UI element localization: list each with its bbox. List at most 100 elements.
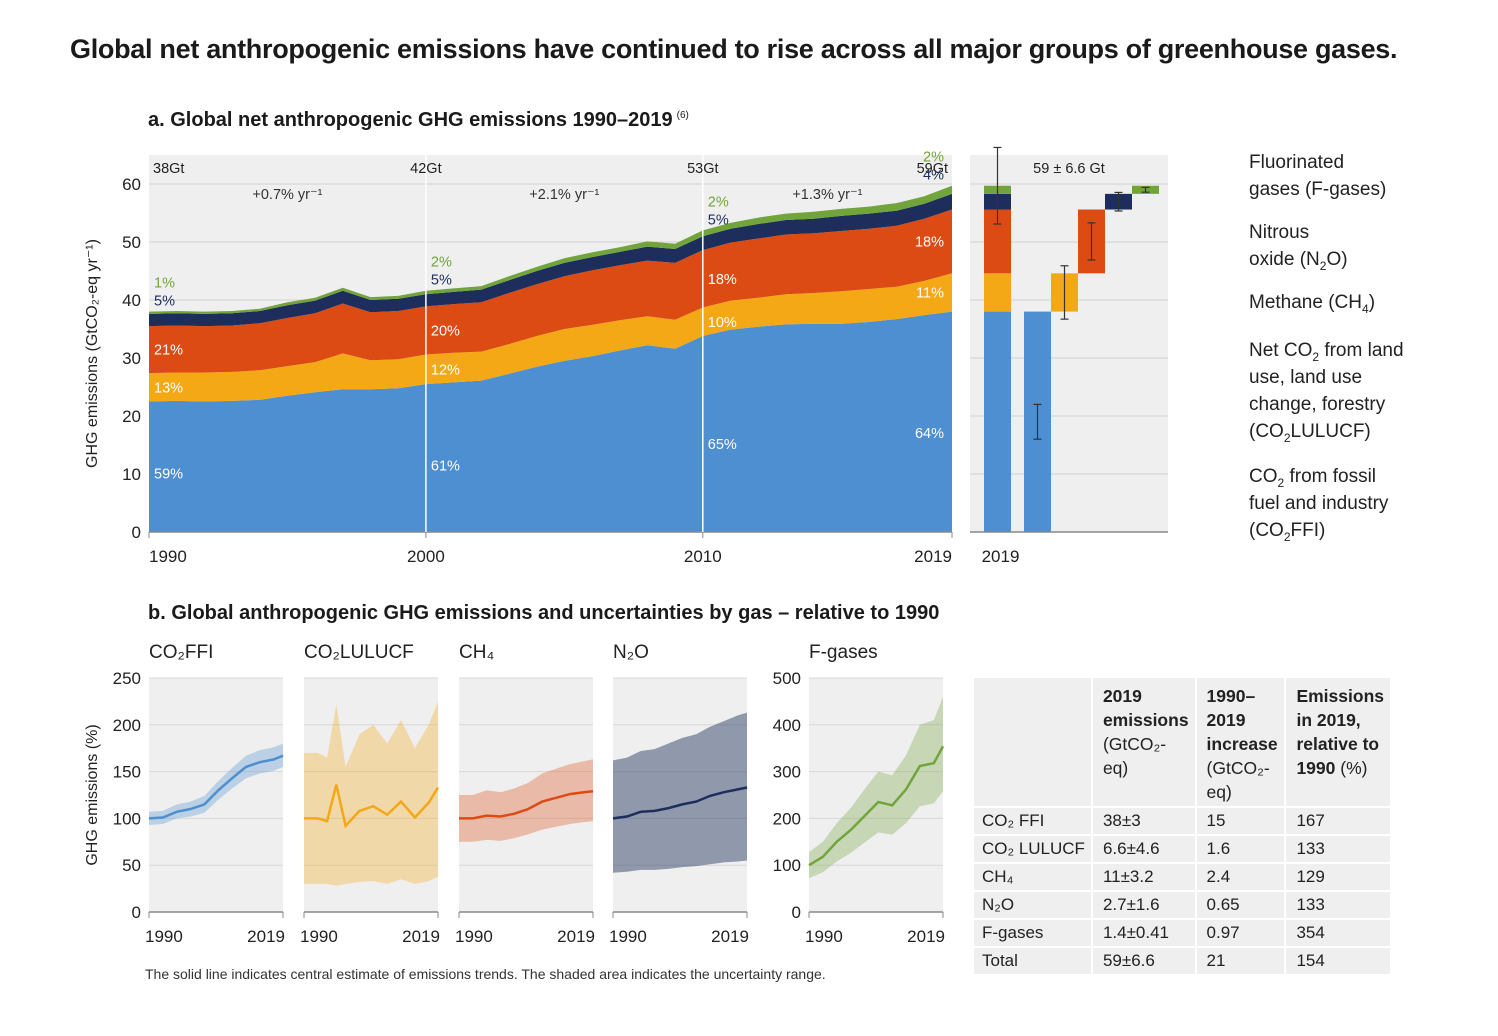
uncertainty-band-ch4 bbox=[459, 759, 593, 842]
uncertainty-band-n2o bbox=[613, 712, 747, 873]
period-total-label: 59Gt bbox=[917, 161, 948, 177]
central-line-ch4 bbox=[459, 790, 594, 820]
central-line-co2lulucf bbox=[304, 784, 440, 829]
share-label-fgas: 1% bbox=[154, 276, 175, 292]
table-cell: 154 bbox=[1284, 946, 1390, 974]
central-line-fgas bbox=[808, 745, 945, 867]
y-tick-label: 40 bbox=[122, 291, 141, 310]
share-label-co2ffi: 64% bbox=[915, 426, 944, 442]
total-bar-segment-co2ffi bbox=[984, 311, 1011, 532]
small-panel-title-fgas: F-gases bbox=[809, 642, 878, 663]
table-cell: 167 bbox=[1284, 806, 1390, 835]
y-tick-label: 50 bbox=[122, 233, 141, 252]
y-tick-label: 100 bbox=[113, 809, 141, 828]
share-label-n2o: 5% bbox=[431, 273, 452, 289]
uncertainty-band-fgas bbox=[809, 696, 943, 879]
table-header-2019: 2019 emissions (GtCO₂-eq) bbox=[1090, 678, 1196, 807]
area-n2o bbox=[149, 193, 952, 327]
y-tick-label: 200 bbox=[773, 809, 801, 828]
share-label-co2ffi: 65% bbox=[708, 437, 737, 453]
table-row-label: CO₂ LULUCF bbox=[974, 834, 1092, 863]
y-tick-label: 400 bbox=[773, 716, 801, 735]
y-tick-label: 0 bbox=[132, 523, 141, 542]
table-cell: 2.7±1.6 bbox=[1090, 890, 1196, 919]
table-cell: 2.4 bbox=[1194, 862, 1286, 891]
small-panel-title-co2ffi: CO₂FFI bbox=[149, 642, 213, 663]
x-tick-label: 1990 bbox=[300, 927, 338, 946]
x-tick-label: 2010 bbox=[684, 547, 722, 566]
table-row: CO₂ FFI 38±3 15 167 bbox=[974, 806, 1390, 835]
table-row: F-gases 1.4±0.41 0.97 354 bbox=[974, 918, 1390, 947]
legend-label-fgas: Fluorinated gases (F-gases) bbox=[1249, 152, 1387, 200]
legend-label-co2ffi: CO2 from fossil fuel and industry (CO2FFI) bbox=[1249, 466, 1389, 544]
y-tick-label: 50 bbox=[122, 856, 141, 875]
period-total-label: 42Gt bbox=[410, 161, 441, 177]
table-row: CO₂ LULUCF 6.6±4.6 1.6 133 bbox=[974, 834, 1390, 863]
x-tick-label: 2019 bbox=[247, 927, 285, 946]
small-panel-title-n2o: N₂O bbox=[613, 642, 649, 663]
waterfall-x-label: 2019 bbox=[982, 547, 1020, 566]
small-panel-background-fgas bbox=[809, 678, 943, 912]
table-cell: 6.6±4.6 bbox=[1090, 834, 1196, 863]
uncertainty-band-co2ffi bbox=[149, 743, 283, 825]
small-panel-title-co2lulucf: CO₂LULUCF bbox=[304, 642, 414, 663]
growth-rate-label: +0.7% yr⁻¹ bbox=[252, 187, 322, 203]
legend-item-co2ffi: CO2 from fossil fuel and industry (CO2FFI) bbox=[1184, 465, 1444, 543]
share-label-ch4: 18% bbox=[915, 234, 944, 250]
x-tick-label: 1990 bbox=[455, 927, 493, 946]
x-tick-label: 2019 bbox=[914, 547, 952, 566]
y-tick-label: 150 bbox=[113, 763, 141, 782]
emissions-table: 2019 emissions (GtCO₂-eq) 1990–2019 incre… bbox=[974, 678, 1390, 974]
table-cell: 59±6.6 bbox=[1090, 946, 1196, 974]
share-label-ch4: 18% bbox=[708, 272, 737, 288]
y-tick-label: 200 bbox=[113, 716, 141, 735]
share-label-n2o: 5% bbox=[708, 212, 729, 228]
x-tick-label: 2019 bbox=[711, 927, 749, 946]
y-tick-label: 300 bbox=[773, 763, 801, 782]
table-cell: 1.4±0.41 bbox=[1090, 918, 1196, 947]
legend-item-fgas: Fluorinated gases (F-gases) bbox=[1184, 151, 1444, 200]
table-cell: 1.6 bbox=[1194, 834, 1286, 863]
table-row-label: F-gases bbox=[974, 918, 1092, 947]
table-row: N₂O 2.7±1.6 0.65 133 bbox=[974, 890, 1390, 919]
table-row: Total 59±6.6 21 154 bbox=[974, 946, 1390, 974]
share-label-fgas: 2% bbox=[923, 150, 944, 166]
growth-rate-label: +2.1% yr⁻¹ bbox=[529, 187, 599, 203]
table-header-row: 2019 emissions (GtCO₂-eq) 1990–2019 incre… bbox=[974, 678, 1390, 807]
share-label-co2ffi: 61% bbox=[431, 458, 460, 474]
y-tick-label: 250 bbox=[113, 669, 141, 688]
legend-label-n2o: Nitrous oxide (N2O) bbox=[1249, 222, 1348, 273]
x-tick-label: 1990 bbox=[149, 547, 187, 566]
y-axis-label: GHG emissions (GtCO₂-eq yr⁻¹) bbox=[84, 239, 101, 468]
share-label-fgas: 2% bbox=[708, 194, 729, 210]
stacked-area-chart: 0 10 20 30 40 50 60 1990 2000 2010 2019 38Gt 42Gt 53G… bbox=[84, 150, 953, 566]
uncertainty-band-co2lulucf bbox=[304, 701, 438, 886]
y-axis-label: GHG emissions (%) bbox=[84, 724, 101, 865]
table-row: CH₄ 11±3.2 2.4 129 bbox=[974, 862, 1390, 891]
share-label-n2o: 5% bbox=[154, 294, 175, 310]
small-panel-title-ch4: CH₄ bbox=[459, 642, 494, 663]
central-line-co2ffi bbox=[148, 754, 284, 820]
share-label-n2o: 4% bbox=[923, 168, 944, 184]
share-label-co2lulucf: 10% bbox=[708, 315, 737, 331]
table-cell: 11±3.2 bbox=[1090, 862, 1196, 891]
area-co2ffi bbox=[149, 311, 952, 532]
panel-b-title: b. Global anthropogenic GHG emissions an… bbox=[148, 602, 940, 624]
table-cell: 133 bbox=[1284, 834, 1390, 863]
period-total-label: 53Gt bbox=[687, 161, 718, 177]
y-tick-label: 0 bbox=[792, 903, 801, 922]
share-label-co2lulucf: 12% bbox=[431, 362, 460, 378]
period-total-label: 38Gt bbox=[153, 161, 184, 177]
footnote: The solid line indicates central estimat… bbox=[145, 966, 826, 982]
table-row-label: CH₄ bbox=[974, 862, 1092, 891]
legend-item-co2lulucf: Net CO2 from land use, land use change, fo… bbox=[1184, 339, 1444, 444]
y-tick-label: 20 bbox=[122, 407, 141, 426]
table-row-label: Total bbox=[974, 946, 1092, 974]
y-tick-label: 60 bbox=[122, 175, 141, 194]
small-panel-background-co2lulucf bbox=[304, 678, 438, 912]
page-title: Global net anthropogenic emissions have … bbox=[70, 34, 1398, 64]
panel-a-footnote-ref: (6) bbox=[676, 110, 689, 122]
table-header-increase: 1990–2019 increase (GtCO₂-eq) bbox=[1194, 678, 1286, 807]
central-line-n2o bbox=[612, 786, 748, 820]
